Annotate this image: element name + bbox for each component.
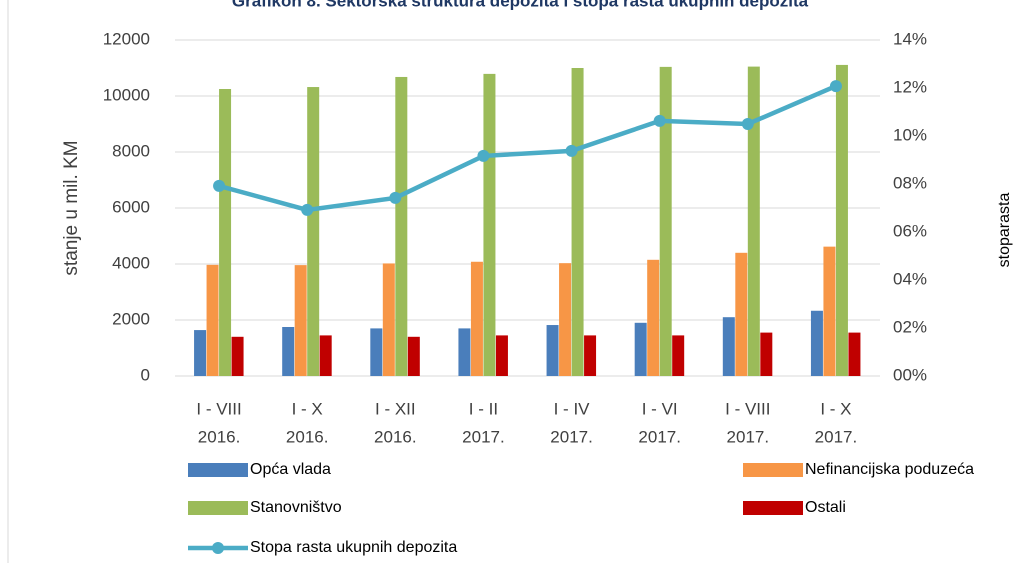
bar [672, 335, 685, 376]
bar [835, 64, 848, 377]
legend-swatch [743, 501, 803, 515]
bar [735, 252, 748, 376]
line-point [741, 118, 754, 130]
legend-label: Stanovništvo [250, 499, 342, 516]
line-point [213, 179, 226, 192]
bar [395, 76, 408, 377]
bar [546, 325, 559, 376]
x-tick-label: I - VIII [725, 399, 770, 418]
bar [319, 335, 332, 376]
bar [294, 265, 307, 376]
legend-label: Opća vlada [250, 461, 331, 478]
y2-tick-label: 06% [893, 221, 927, 240]
legend-label: Stopa rasta ukupnih depozita [250, 539, 457, 556]
line-point [477, 149, 490, 162]
bar [634, 322, 647, 376]
bar [823, 246, 836, 376]
line-point [565, 144, 578, 157]
bar [458, 328, 471, 376]
legend-swatch [743, 463, 803, 477]
x-tick-label: I - VI [642, 399, 678, 418]
y-axis-label: stanje u mil. KM [61, 140, 82, 275]
y2-tick-label: 02% [893, 317, 927, 336]
x-tick-label: 2017. [462, 427, 505, 446]
y2-tick-label: 00% [893, 365, 927, 384]
bar [559, 263, 572, 376]
legend-swatch [188, 463, 248, 477]
x-tick-label: I - II [469, 399, 498, 418]
y-tick-label: 8000 [112, 141, 150, 160]
bar [760, 332, 773, 376]
bar [495, 335, 508, 376]
y-tick-label: 10000 [103, 85, 150, 104]
y2-tick-label: 08% [893, 173, 927, 192]
y-tick-label: 6000 [112, 197, 150, 216]
line-point [829, 80, 842, 93]
line-series [218, 84, 837, 213]
bar [747, 66, 760, 376]
bar [571, 68, 584, 376]
legend-label: Nefinancijska poduzeća [805, 461, 974, 478]
x-tick-label: I - VIII [196, 399, 241, 418]
x-tick-label: 2016. [198, 427, 241, 446]
bar [194, 330, 207, 376]
bar [206, 264, 219, 376]
legend-swatch [188, 501, 248, 515]
bar [407, 336, 420, 376]
x-tick-label: I - X [820, 399, 851, 418]
bar [231, 336, 244, 376]
x-tick-label: 2017. [815, 427, 858, 446]
bar [848, 332, 861, 376]
legend-label: Ostali [805, 499, 846, 516]
bar [282, 327, 295, 376]
x-tick-label: 2017. [638, 427, 681, 446]
chart-title: Grafikon 8. Sektorska struktura depozita… [232, 0, 809, 10]
x-tick-label: 2016. [286, 427, 329, 446]
x-tick-label: I - X [292, 399, 323, 418]
y-tick-label: 12000 [103, 29, 150, 48]
y2-axis-label: stoparasta [996, 193, 1013, 268]
y2-tick-label: 14% [893, 29, 927, 48]
line-point [301, 203, 314, 216]
bar [219, 89, 232, 376]
x-tick-label: 2016. [374, 427, 417, 446]
bar [722, 317, 735, 376]
x-tick-label: 2017. [727, 427, 770, 446]
bar [370, 328, 383, 376]
bar [659, 66, 672, 376]
bar [810, 310, 823, 376]
bar [584, 335, 597, 376]
x-tick-label: I - XII [375, 399, 416, 418]
line-point [389, 191, 402, 204]
bar [470, 261, 483, 376]
bar [647, 259, 660, 376]
bar [307, 87, 320, 376]
y2-tick-label: 04% [893, 269, 927, 288]
line-point [653, 114, 666, 127]
legend-marker [212, 542, 224, 554]
y-tick-label: 0 [141, 365, 150, 384]
x-tick-label: 2017. [550, 427, 593, 446]
bar [382, 263, 395, 376]
y2-tick-label: 12% [893, 77, 927, 96]
y-tick-label: 4000 [112, 253, 150, 272]
bar [483, 73, 496, 376]
y2-tick-label: 10% [893, 125, 927, 144]
x-tick-label: I - IV [554, 399, 591, 418]
y-tick-label: 2000 [112, 309, 150, 328]
